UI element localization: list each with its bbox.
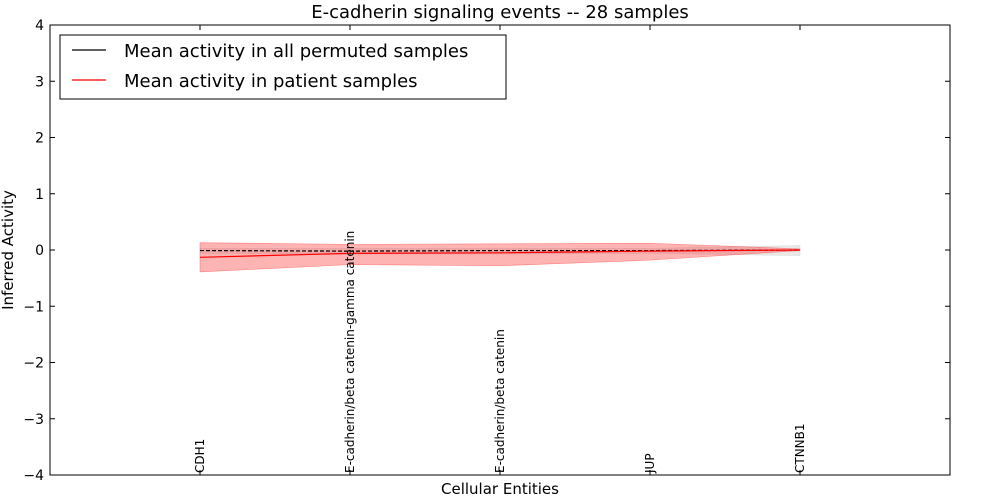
legend-box	[59, 34, 507, 100]
legend-label-patient: Mean activity in patient samples	[124, 71, 418, 92]
series-line-patient	[199, 249, 801, 258]
x-axis	[199, 25, 801, 475]
legend: Mean activity in all permuted samples Me…	[59, 34, 507, 100]
chart-title: E-cadherin signaling events -- 28 sample…	[311, 2, 689, 23]
y-tick-label: −4	[23, 468, 44, 484]
y-tick-label: −2	[23, 356, 44, 372]
y-tick-label: 2	[35, 131, 44, 147]
y-tick-label: −3	[23, 412, 44, 428]
entity-label: CTNNB1	[793, 423, 807, 473]
entity-label: E-cadherin/beta catenin	[493, 329, 507, 473]
y-tick-label: −1	[23, 299, 44, 315]
y-axis: −4 −3 −2 −1 0 1 2 3 4	[23, 18, 950, 484]
y-tick-label: 3	[35, 74, 44, 90]
x-axis-title: Cellular Entities	[441, 480, 559, 498]
y-tick-label: 0	[35, 243, 44, 259]
y-tick-label: 1	[35, 187, 44, 203]
entity-label: CDH1	[193, 439, 207, 473]
entity-labels: CDH1 E-cadherin/beta catenin-gamma cateni…	[193, 231, 807, 474]
y-axis-title: Inferred Activity	[0, 190, 17, 310]
legend-label-permuted: Mean activity in all permuted samples	[124, 41, 468, 62]
entity-label: E-cadherin/beta catenin-gamma catenin	[343, 231, 357, 473]
y-tick-label: 4	[35, 18, 44, 34]
series-lines	[199, 249, 801, 258]
entity-label: JUP	[643, 453, 657, 474]
